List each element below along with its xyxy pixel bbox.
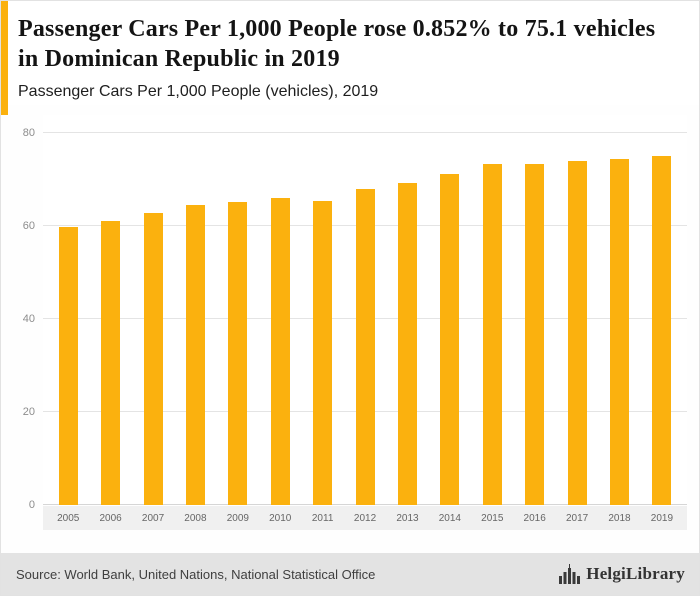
bar-2017[interactable] <box>567 160 587 506</box>
x-tick-label-2014: 2014 <box>438 512 461 524</box>
x-axis: 2005 2006 2007 2008 2009 2010 2011 2012 2013 2014… <box>43 506 687 531</box>
chart-title: Passenger Cars Per 1,000 People rose 0.8… <box>18 16 656 73</box>
bar-2011[interactable] <box>313 200 333 506</box>
x-tick-label-2007: 2007 <box>141 512 165 524</box>
bar-chart-icon <box>559 564 581 584</box>
y-tick-label-20: 20 <box>22 406 35 419</box>
y-tick-label-80: 80 <box>22 127 35 140</box>
x-tick-label-2013: 2013 <box>396 512 419 524</box>
x-tick-label-2008: 2008 <box>184 512 207 524</box>
bar-slot <box>513 164 555 506</box>
bar-slot <box>301 200 343 506</box>
x-tick-label-2019: 2019 <box>650 512 674 524</box>
bar-2005[interactable] <box>58 227 78 506</box>
y-tick-label-40: 40 <box>22 313 35 326</box>
bar-slot <box>89 220 131 506</box>
x-tick-label-2006: 2006 <box>99 512 122 524</box>
bar-slot <box>556 160 598 506</box>
chart-header: Passenger Cars Per 1,000 People rose 0.8… <box>1 1 699 106</box>
y-tick-label-60: 60 <box>22 220 35 233</box>
bar-chart: 0 20 40 60 80 2005 2006 2007 2008 2009 2010 2011 20… <box>23 115 687 531</box>
bar-slot <box>641 156 683 506</box>
bar-2006[interactable] <box>101 220 121 506</box>
accent-stripe <box>1 1 8 115</box>
bar-slot <box>598 159 640 506</box>
bar-2016[interactable] <box>525 164 545 506</box>
bar-2019[interactable] <box>652 156 672 506</box>
bar-slot <box>132 213 174 506</box>
bar-slot <box>471 164 513 506</box>
x-tick-label-2005: 2005 <box>57 512 80 524</box>
x-tick-label-2018: 2018 <box>608 512 631 524</box>
bar-2013[interactable] <box>397 183 417 506</box>
x-tick-label-2012: 2012 <box>353 512 377 524</box>
chart-footer: Source: World Bank, United Nations, Nati… <box>1 553 699 595</box>
bar-slot <box>386 183 428 506</box>
y-tick-label-0: 0 <box>28 499 35 512</box>
plot-area: 0 20 40 60 80 <box>23 115 687 511</box>
logo-text: HelgiLibrary <box>586 564 685 583</box>
bar-slot <box>174 205 216 506</box>
source-text: Source: World Bank, United Nations, Nati… <box>16 566 376 582</box>
bar-slot <box>259 197 301 506</box>
bar-2015[interactable] <box>482 164 502 506</box>
bars-container <box>47 115 683 506</box>
chart-subtitle: Passenger Cars Per 1,000 People (vehicle… <box>18 83 379 101</box>
x-tick-label-2016: 2016 <box>523 512 546 524</box>
bar-2008[interactable] <box>185 205 205 506</box>
x-tick-label-2010: 2010 <box>269 512 292 524</box>
bar-2009[interactable] <box>228 202 248 506</box>
bar-slot <box>344 189 386 506</box>
helgi-logo: HelgiLibrary <box>558 564 685 584</box>
x-tick-label-2017: 2017 <box>565 512 589 524</box>
bar-2014[interactable] <box>440 174 460 506</box>
x-tick-label-2015: 2015 <box>481 512 504 524</box>
bar-2010[interactable] <box>270 197 290 506</box>
gridline-80 <box>43 132 687 134</box>
bar-2018[interactable] <box>609 159 629 506</box>
x-tick-label-2009: 2009 <box>226 512 249 524</box>
bar-2007[interactable] <box>143 213 163 506</box>
bar-slot <box>217 202 259 506</box>
bar-slot <box>47 227 89 506</box>
bar-slot <box>429 174 471 506</box>
x-tick-label-2011: 2011 <box>311 512 334 524</box>
bar-2012[interactable] <box>355 189 375 506</box>
